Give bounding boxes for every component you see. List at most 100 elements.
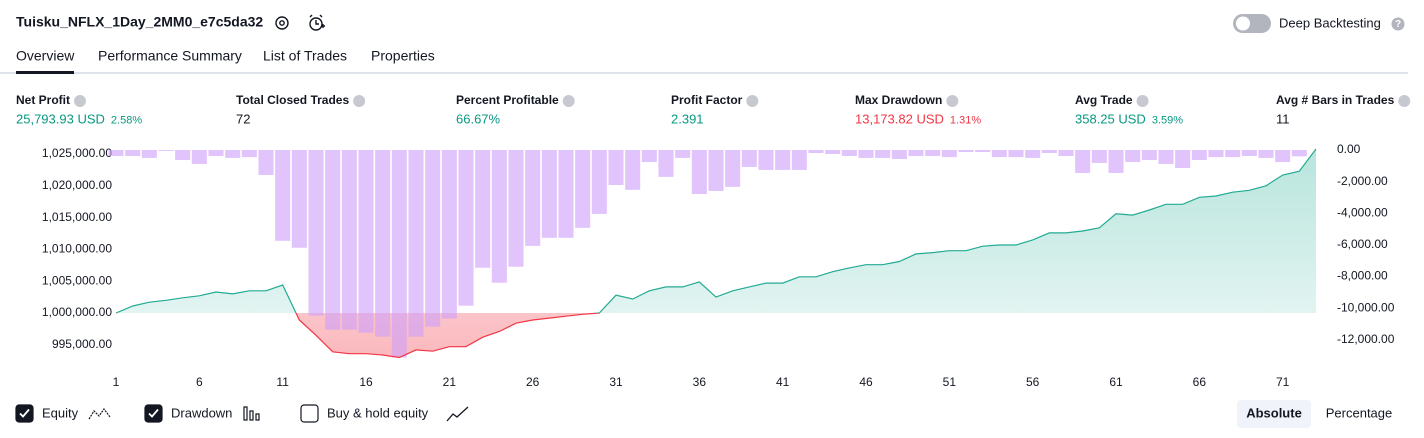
drawdown-bar [225, 150, 241, 158]
legend-label: Equity [42, 405, 79, 420]
settings-icon[interactable] [275, 16, 289, 30]
x-tick-label: 26 [526, 375, 540, 389]
info-icon[interactable] [353, 95, 366, 107]
x-tick-label: 31 [609, 375, 623, 389]
drawdown-bar [675, 150, 691, 158]
toggle-label: Buy & hold equity [327, 405, 429, 420]
drawdown-bar [208, 150, 224, 157]
drawdown-bar [1275, 150, 1291, 163]
drawdown-bar [825, 150, 841, 154]
tab[interactable]: Performance Summary [98, 48, 242, 64]
info-icon[interactable] [1136, 95, 1149, 107]
drawdown-bar [858, 150, 874, 158]
info-icon[interactable] [562, 95, 575, 107]
x-tick-label: 66 [1193, 375, 1207, 389]
mode-button[interactable]: Percentage [1326, 405, 1393, 420]
drawdown-bar [258, 150, 274, 175]
drawdown-bar [1041, 150, 1057, 154]
stat-label: Avg # Bars in Trades [1276, 93, 1395, 107]
stat-label: Net Profit [16, 93, 70, 107]
drawdown-bar [975, 150, 991, 153]
drawdown-bar [241, 150, 257, 158]
stat-value: 11 [1276, 111, 1290, 126]
equity-loss-line [116, 313, 601, 359]
drawdown-bar [625, 150, 641, 190]
drawdown-bar [591, 150, 607, 214]
buy-hold-icon [446, 406, 469, 422]
equity-area [116, 149, 1316, 314]
x-tick-label: 21 [443, 375, 457, 389]
drawdown-bar [1258, 150, 1274, 158]
stats: Net Profit 25,793.93 USD 2.58% Total Closed… [16, 93, 1411, 126]
stat-value: 72 [236, 111, 250, 126]
drawdown-bar [1125, 150, 1141, 163]
drawdown-bar [841, 150, 857, 157]
x-tick-label: 41 [776, 375, 790, 389]
drawdown-bar [375, 150, 391, 337]
drawdown-bar [425, 150, 441, 327]
drawdown-bar [1225, 150, 1241, 158]
mode-button-bg[interactable] [1237, 400, 1311, 428]
mode-button[interactable]: Absolute [1246, 405, 1302, 420]
tab[interactable]: Overview [16, 48, 75, 64]
y2-tick-label: 0.00 [1337, 142, 1361, 156]
drawdown-bar [941, 150, 957, 158]
strategy-title: Tuisku_NFLX_1Day_2MM0_e7c5da32 [16, 14, 263, 30]
stat-label: Percent Profitable [456, 93, 559, 107]
drawdown-bar [175, 150, 191, 160]
drawdown-bar [341, 150, 357, 330]
drawdown-bar [891, 150, 907, 160]
drawdown-bar [608, 150, 624, 185]
y2-tick-label: -4,000.00 [1337, 205, 1388, 219]
alert-icon[interactable] [309, 14, 325, 31]
x-tick-label: 61 [1109, 375, 1123, 389]
drawdown-bar [1158, 150, 1174, 164]
y-tick-label: 1,025,000.00 [42, 146, 112, 160]
drawdown-bar [141, 150, 157, 158]
info-icon[interactable] [1398, 95, 1411, 107]
stat-percent: 3.59% [1152, 114, 1183, 126]
checkbox[interactable] [300, 404, 319, 423]
info-icon[interactable] [74, 95, 86, 107]
drawdown-bar [1208, 150, 1224, 158]
chart: 995,000.00 1,000,000.00 1,005,000.00 1,010,… [42, 142, 1395, 389]
help-icon[interactable] [1391, 17, 1405, 31]
equity-icon [88, 407, 111, 420]
y2-tick-label: -12,000.00 [1337, 332, 1395, 346]
checkmark [148, 408, 159, 418]
active-tab-indicator [16, 71, 74, 74]
info-icon[interactable] [946, 95, 959, 107]
stat-label: Profit Factor [671, 93, 743, 107]
equity-line [115, 148, 1317, 314]
drawdown-bar [391, 150, 407, 358]
drawdown-bar [491, 150, 507, 283]
drawdown-bar [958, 150, 974, 153]
drawdown-bar [808, 150, 824, 154]
y2-tick-label: -6,000.00 [1337, 237, 1388, 251]
drawdown-bar [408, 150, 424, 337]
x-tick-label: 6 [196, 375, 203, 389]
drawdown-bar [558, 150, 574, 238]
chart-controls: Equity Drawdown Buy & hold equity Absolute P… [15, 400, 1393, 428]
info-icon[interactable] [746, 95, 759, 107]
drawdown-bar [758, 150, 774, 170]
drawdown-bar [875, 150, 891, 158]
drawdown-icon [243, 406, 260, 421]
drawdown-bar [475, 150, 491, 268]
drawdown-bar [775, 150, 791, 170]
drawdown-bar [741, 150, 757, 167]
drawdown-bar [1291, 150, 1307, 157]
drawdown-bar [358, 150, 374, 333]
tab[interactable]: List of Trades [263, 48, 347, 64]
drawdown-bar [1025, 150, 1041, 158]
x-tick-label: 1 [113, 375, 120, 389]
help-icon-text: ? [1395, 19, 1401, 30]
drawdown-bar [991, 150, 1007, 158]
tab[interactable]: Properties [371, 48, 435, 64]
drawdown-bar [708, 150, 724, 191]
y-tick-label: 1,015,000.00 [42, 210, 112, 224]
drawdown-bar [725, 150, 741, 187]
toggle-label: Deep Backtesting [1279, 15, 1381, 30]
drawdown-bar [275, 150, 291, 241]
